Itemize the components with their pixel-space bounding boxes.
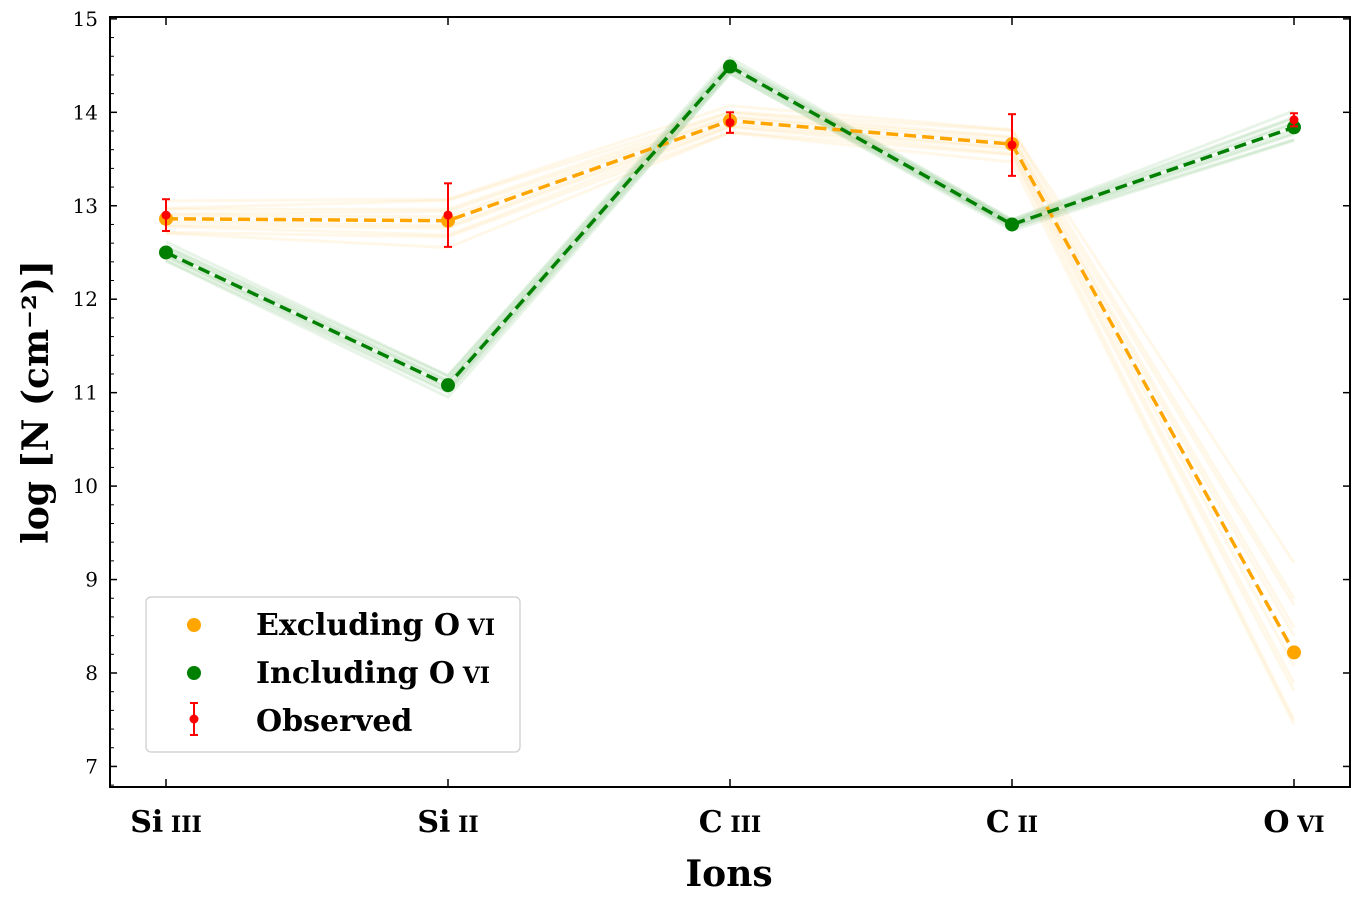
observed-points — [161, 111, 1299, 248]
series-point — [1005, 217, 1019, 232]
label-main: O — [1263, 805, 1289, 840]
y-tick-label: 13 — [73, 194, 98, 218]
x-tick-label: C III — [699, 805, 761, 840]
y-tick-label: 7 — [85, 754, 98, 778]
legend-marker — [187, 618, 201, 632]
legend-box — [145, 596, 521, 753]
label-main: Si — [130, 805, 163, 840]
y-tick-label: 10 — [73, 474, 98, 498]
label-sub: VI — [1290, 812, 1325, 838]
x-tick-label: O VI — [1263, 805, 1324, 840]
label-sub: VI — [460, 615, 495, 641]
y-tick-label: 9 — [85, 568, 98, 592]
legend-marker — [189, 714, 199, 724]
observed-point — [1289, 115, 1299, 125]
label-sub: VI — [455, 663, 490, 689]
legend-label: Excluding O VI — [256, 608, 495, 643]
label-sub: III — [723, 812, 762, 838]
observed-point — [443, 210, 453, 220]
label-main: Si — [417, 805, 450, 840]
y-tick-label: 14 — [73, 100, 98, 124]
series-point — [441, 378, 455, 393]
series-line — [165, 64, 1295, 388]
sample-line — [165, 104, 1296, 564]
legend-label: Observed — [256, 704, 412, 739]
y-tick-label: 15 — [73, 7, 98, 31]
series-point — [159, 245, 173, 260]
series-lines — [165, 64, 1296, 654]
observed-point — [725, 118, 735, 128]
sample-line — [165, 55, 1295, 378]
label-sub: II — [450, 812, 478, 838]
y-tick-label: 11 — [73, 381, 98, 405]
y-tick-label: 8 — [85, 661, 98, 685]
observed-point — [1007, 140, 1017, 150]
label-main: C — [986, 805, 1010, 840]
x-tick-label: Si III — [130, 805, 202, 840]
legend-marker — [187, 666, 201, 680]
observed-point — [161, 210, 171, 220]
y-axis-title: log [N (cm⁻²)] — [15, 260, 57, 544]
label-main: Including O — [256, 656, 455, 691]
sample-line — [165, 71, 1295, 399]
series-point — [723, 59, 737, 74]
label-sub: III — [163, 812, 202, 838]
label-main: C — [699, 805, 723, 840]
x-tick-label: Si II — [417, 805, 478, 840]
x-axis-ticks: Si III Si II C III C II O VI — [130, 17, 1325, 840]
legend-label: Including O VI — [256, 656, 490, 691]
label-sub: II — [1010, 812, 1038, 838]
x-axis-title: Ions — [685, 853, 772, 895]
label-main: Excluding O — [256, 608, 460, 643]
y-axis-ticks: 7 8 9 10 11 12 13 14 15 — [73, 7, 1350, 786]
x-tick-label: C II — [986, 805, 1038, 840]
series-point — [1287, 645, 1301, 660]
y-tick-label: 12 — [73, 287, 98, 311]
